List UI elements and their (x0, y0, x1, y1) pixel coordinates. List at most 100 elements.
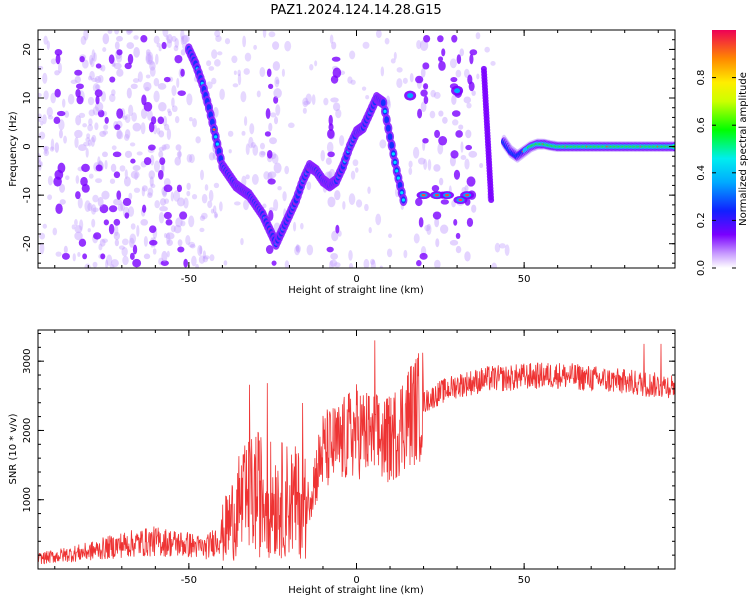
spectrogram-speckle (214, 59, 221, 67)
spectrogram-speckle (50, 92, 57, 104)
spectrogram-speckle (162, 30, 169, 37)
spectrogram-speckle (348, 263, 354, 268)
spectrogram-speckle (494, 242, 501, 253)
spectrogram-speckle (213, 211, 218, 219)
spectrogram-streak (440, 199, 449, 205)
spectrogram-streak (451, 94, 457, 106)
spectrogram-streak (182, 34, 190, 43)
spectrogram-streak (143, 253, 151, 260)
spectrogram-speckle (347, 76, 353, 84)
spectrogram-speckle (65, 175, 70, 181)
spectrogram-speckle (232, 83, 239, 88)
spectrogram-streak (327, 128, 335, 139)
spectrogram-streak (438, 56, 444, 62)
spectrogram-streak (177, 239, 183, 247)
spectrogram-speckle (87, 202, 93, 212)
spectrogram-speckle (92, 207, 99, 213)
spectrogram-speckle (390, 58, 396, 64)
spectrogram-speckle (131, 112, 137, 122)
spectrogram-streak (104, 116, 109, 124)
spectrogram-streak (59, 183, 66, 193)
spectrogram-speckle (243, 199, 249, 211)
spectrogram-streak (124, 62, 132, 70)
spectrogram-streak (130, 158, 136, 164)
spectrogram-streak (78, 238, 87, 247)
spectrogram-speckle (295, 244, 301, 253)
spectrogram-speckle (370, 259, 376, 268)
spectrogram-speckle (355, 199, 363, 208)
spectrogram-speckle (245, 174, 250, 180)
spectrogram-speckle (132, 78, 140, 84)
spectrogram-streak (455, 232, 461, 239)
spectrogram-streak (108, 223, 115, 235)
spectrogram-speckle (158, 211, 165, 224)
blob-peak (465, 193, 470, 197)
spectrogram-speckle (380, 66, 385, 77)
spectrogram-speckle (42, 145, 50, 151)
ridge-peak (401, 198, 406, 202)
spectrogram-speckle (127, 206, 135, 217)
spectrogram-speckle (153, 77, 160, 87)
spectrogram-speckle (52, 227, 58, 236)
spectrogram-speckle (323, 97, 329, 106)
spectrogram-speckle (91, 218, 96, 228)
spectrogram-speckle (475, 32, 481, 40)
spectrogram-speckle (188, 215, 195, 228)
spectrogram-speckle (130, 223, 136, 230)
spectrogram-speckle (38, 152, 41, 164)
spectrogram-speckle (153, 35, 160, 44)
spectrogram-streak (420, 101, 427, 113)
spectrogram-speckle (309, 64, 314, 71)
spectrogram-speckle (203, 255, 210, 260)
spectrogram-xtick-label: -50 (181, 274, 197, 285)
spectrogram-streak (418, 217, 424, 228)
spectrogram-streak (124, 129, 131, 139)
spectrogram-streak (141, 185, 148, 192)
spectrogram-streak (74, 231, 83, 241)
spectrogram-speckle (240, 91, 247, 103)
spectrogram-streak (141, 94, 147, 106)
spectrogram-streak (273, 116, 279, 125)
spectrogram-speckle (43, 35, 48, 45)
spectrogram-streak (176, 151, 182, 158)
spectrogram-speckle (47, 115, 54, 120)
spectrogram-speckle (95, 84, 101, 90)
ridge-core (389, 141, 395, 149)
spectrogram-streak (264, 131, 271, 137)
spectrogram-streak (334, 190, 341, 201)
spectrogram-speckle (158, 46, 162, 52)
spectrogram-speckle (133, 187, 141, 193)
spectrogram-streak (438, 110, 444, 117)
spectrogram-speckle (367, 186, 371, 194)
spectrogram-streak (164, 123, 170, 131)
spectrogram-streak (112, 151, 122, 158)
spectrogram-ytick-label: 10 (22, 92, 33, 105)
spectrogram-ytick-label: 0 (22, 143, 33, 149)
spectrogram-streak (450, 150, 459, 159)
ridge-core (385, 124, 391, 132)
spectrogram-streak (116, 35, 123, 42)
spectrogram-streak (272, 61, 281, 71)
spectrogram-speckle (90, 57, 95, 68)
spectrogram-speckle (43, 90, 49, 100)
ridge-core (387, 133, 393, 141)
spectrogram-streak (82, 253, 88, 260)
spectrogram-speckle (426, 223, 432, 236)
spectrogram-speckle (223, 260, 228, 266)
spectrogram-speckle (409, 73, 414, 83)
spectrogram-speckle (252, 144, 259, 156)
spectrogram-streak (103, 124, 109, 130)
spectrogram-streak (75, 115, 82, 126)
spectrogram-speckle (449, 58, 457, 69)
blob-core (407, 93, 414, 99)
colorbar-tick-label: 0.8 (696, 70, 707, 86)
spectrogram-speckle (88, 109, 96, 117)
spectrogram-streak (95, 63, 102, 69)
spectrogram-streak (451, 110, 461, 117)
spectrogram-streak (75, 88, 81, 98)
spectrogram-speckle (197, 245, 203, 257)
spectrogram-streak (423, 83, 429, 90)
spectrogram-speckle (348, 250, 353, 261)
chart-title: PAZ1.2024.124.14.28.G15 (270, 3, 441, 18)
spectrogram-speckle (396, 78, 403, 89)
